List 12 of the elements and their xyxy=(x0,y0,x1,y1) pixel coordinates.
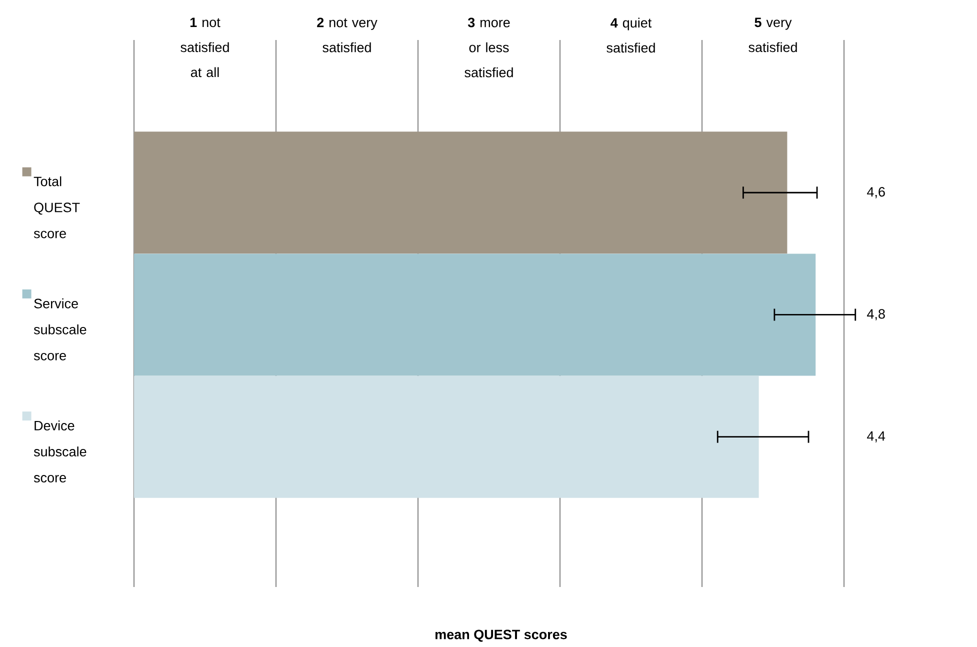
data-label: 4,4 xyxy=(867,431,886,442)
category-label: Device subscale score xyxy=(34,420,86,482)
data-label: 4,8 xyxy=(867,309,885,320)
data-label: 4,6 xyxy=(867,187,885,198)
x-tick-label: 3 more or less satisfied xyxy=(464,18,513,78)
x-axis-title: mean QUEST scores xyxy=(435,630,567,642)
x-tick-label: 5 very satisfied xyxy=(748,18,797,52)
category-label: Service subscale score xyxy=(34,298,86,360)
x-tick-label: 1 not satisfied at all xyxy=(180,18,229,78)
x-tick-label: 2 not very satisfied xyxy=(317,18,378,52)
category-label: Total QUEST score xyxy=(34,176,80,238)
x-tick-label: 4 quiet satisfied xyxy=(606,18,655,53)
